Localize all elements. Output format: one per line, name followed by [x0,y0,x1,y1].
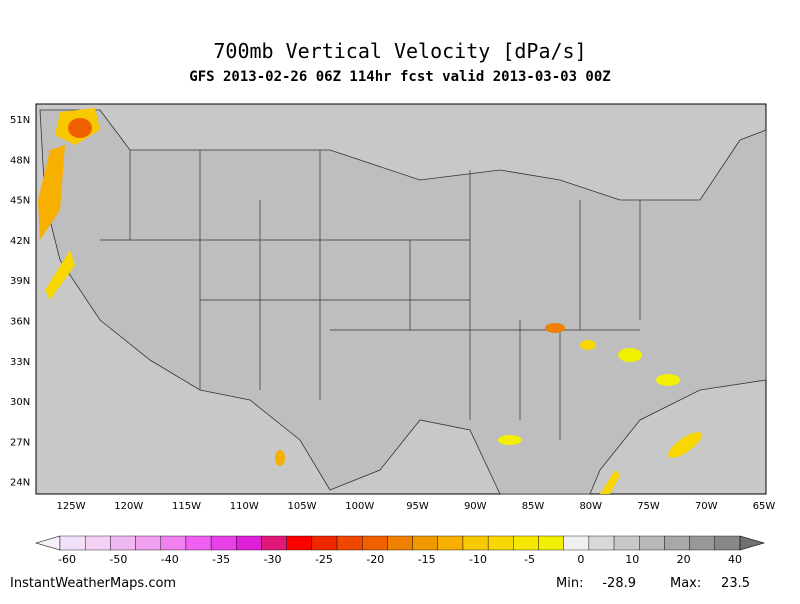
lon-label: 75W [637,501,660,512]
colorbar-box [689,535,716,551]
colorbar-tick-label: -30 [264,553,282,566]
colorbar-tick-label: -40 [161,553,179,566]
colorbar-tick-label: 0 [577,553,584,566]
colorbar-box [412,535,438,551]
lat-label: 36N [10,317,30,328]
colorbar-tick-label: 40 [728,553,742,566]
shade-area [545,323,565,333]
shade-area [618,348,642,362]
shade-area [45,250,75,300]
map [35,103,767,495]
lon-label: 100W [345,501,374,512]
site-credit: InstantWeatherMaps.com [10,576,176,591]
max-label: Max: [670,576,701,591]
colorbar-tick-label: -25 [315,553,333,566]
lon-label: 70W [695,501,718,512]
lon-label: 105W [288,501,317,512]
colorbar-box [135,535,161,551]
colorbar-box [336,535,363,551]
subtitle: GFS 2013-02-26 06Z 114hr fcst valid 2013… [189,69,610,85]
colorbar-box [714,535,741,551]
colorbar-box [286,535,313,551]
land-outline [39,109,767,495]
colorbar-box [664,535,690,551]
lat-label: 48N [10,155,30,166]
colorbar-box [110,535,136,551]
max-value: 23.5 [721,576,750,591]
colorbar-tick-label: -10 [469,553,487,566]
lon-label: 65W [753,501,776,512]
shade-area [580,340,596,350]
colorbar-tick-label: 20 [677,553,691,566]
lon-label: 120W [114,501,143,512]
colorbar-box [59,535,86,551]
shade-area [275,450,285,466]
lon-label: 90W [464,501,487,512]
axis-labels: 51N 48N 45N 42N 39N 36N 33N 30N 27N 24N 125W 120W 11… [10,115,775,512]
colorbar-box [437,535,464,551]
colorbar-box [487,535,514,551]
colorbar-box [185,535,212,551]
colorbar-tick-label: 10 [625,553,639,566]
colorbar-arrow-right [739,535,766,551]
colorbar-tick-label: -60 [58,553,76,566]
shade-area [600,470,620,494]
colorbar-box [261,535,287,551]
colorbar-tick-label: -50 [109,553,127,566]
lat-label: 42N [10,236,30,247]
colorbar-box [210,535,237,551]
colorbar-box [311,535,338,551]
shade-area [668,432,702,458]
lon-label: 80W [579,501,602,512]
colorbar-tick-label: -15 [418,553,436,566]
lat-label: 30N [10,397,30,408]
colorbar-tick-label: -20 [366,553,384,566]
shade-area [38,145,65,240]
colorbar-box [84,535,111,551]
colorbar-box [160,535,187,551]
min-label: Min: [556,576,583,591]
lon-label: 95W [406,501,429,512]
lat-label: 39N [10,276,30,287]
lat-label: 33N [10,357,30,368]
colorbar-box [362,535,388,551]
lon-label: 115W [172,501,201,512]
lat-label: 45N [10,196,30,207]
shade-area [498,435,522,445]
lat-label: 27N [10,437,30,448]
colorbar-box [513,535,539,551]
colorbar-box [639,535,665,551]
colorbar-tick-label: -35 [212,553,230,566]
lat-label: 51N [10,115,30,126]
colorbar-box [538,535,564,551]
colorbar-box [462,535,489,551]
colorbar-tick-label: -5 [524,553,535,566]
title: 700mb Vertical Velocity [dPa/s] [213,39,586,63]
colorbar-box [613,535,640,551]
lon-label: 125W [57,501,86,512]
lon-label: 110W [230,501,259,512]
colorbar-box [236,535,262,551]
lat-label: 24N [10,478,30,489]
min-value: -28.9 [602,576,636,591]
state-borders [100,150,641,440]
lon-label: 85W [522,501,545,512]
shade-area [68,118,92,138]
colorbar-box [387,535,413,551]
colorbar: -60 -50 -40 -35 -30 -25 -20 -15 -10 -5 0 10 20 40 [34,535,766,566]
shade-area [656,374,680,386]
colorbar-box [588,535,615,551]
colorbar-box [563,535,590,551]
